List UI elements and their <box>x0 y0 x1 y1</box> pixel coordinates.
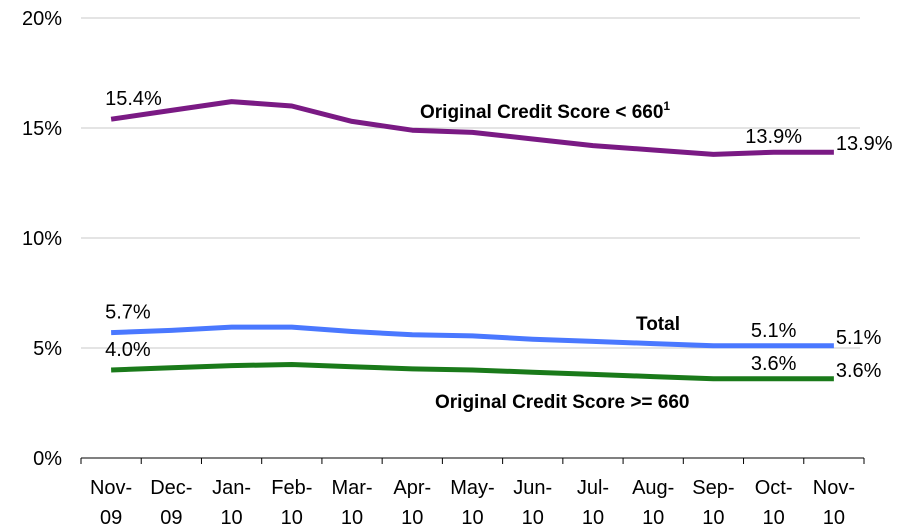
series-label: Original Credit Score >= 660 <box>435 392 690 413</box>
x-tick-label-line: May- <box>450 477 494 499</box>
x-tick-label-line: 10 <box>702 507 724 529</box>
x-tick-label: Oct- 10 <box>755 477 793 529</box>
data-label: 5.1% <box>836 327 882 349</box>
y-tick-label: 5% <box>33 338 62 360</box>
x-tick-label-line: Jul- <box>577 477 609 499</box>
x-tick-label-line: 10 <box>461 507 483 529</box>
x-tick-label-line: 09 <box>160 507 182 529</box>
x-tick-label-line: 10 <box>642 507 664 529</box>
x-tick-label-line: Apr- <box>393 477 431 499</box>
y-tick-label: 15% <box>22 118 62 140</box>
x-tick-label: Nov- 09 <box>90 477 132 529</box>
series-label: Original Credit Score < 6601 <box>420 99 670 123</box>
x-tick-label-line: Jun- <box>513 477 552 499</box>
x-tick-label-line: 09 <box>100 507 122 529</box>
x-tick-label-line: 10 <box>401 507 423 529</box>
x-tick-label-line: Mar- <box>331 477 372 499</box>
x-tick-label: Aug- 10 <box>632 477 674 529</box>
data-label: 5.1% <box>751 320 797 342</box>
x-tick-label-line: 10 <box>763 507 785 529</box>
data-label: 5.7% <box>105 302 151 324</box>
x-tick-label-line: Aug- <box>632 477 674 499</box>
x-tick-label: Jul- 10 <box>577 477 609 529</box>
x-tick-label-line: Jan- <box>212 477 251 499</box>
x-tick-label-line: Feb- <box>271 477 312 499</box>
data-label: 13.9% <box>745 126 802 148</box>
series-label: Total <box>636 314 680 335</box>
data-label: 3.6% <box>751 353 797 375</box>
x-tick-label: Jun- 10 <box>513 477 552 529</box>
x-tick-label-line: Nov- <box>813 477 855 499</box>
x-tick-label: Feb- 10 <box>271 477 312 529</box>
x-tick-label: Nov- 10 <box>813 477 855 529</box>
x-tick-label: May- 10 <box>450 477 494 529</box>
x-tick-label: Apr- 10 <box>393 477 431 529</box>
x-tick-label-line: 10 <box>220 507 242 529</box>
x-tick-label: Sep- 10 <box>692 477 734 529</box>
data-label: 3.6% <box>836 360 882 382</box>
x-tick-label-line: Dec- <box>150 477 192 499</box>
x-tick-label-line: 10 <box>823 507 845 529</box>
x-tick-label: Mar- 10 <box>331 477 372 529</box>
x-tick-label-line: 10 <box>522 507 544 529</box>
y-tick-label: 10% <box>22 228 62 250</box>
series-label-superscript: 1 <box>663 99 670 113</box>
x-tick-label-line: 10 <box>281 507 303 529</box>
x-tick-label-line: Nov- <box>90 477 132 499</box>
x-tick-label-line: 10 <box>341 507 363 529</box>
x-tick-label-line: Oct- <box>755 477 793 499</box>
x-tick-label: Jan- 10 <box>212 477 251 529</box>
x-tick-label-line: Sep- <box>692 477 734 499</box>
x-tick-label: Dec- 09 <box>150 477 192 529</box>
x-tick-label-line: 10 <box>582 507 604 529</box>
series-line <box>111 362 834 382</box>
series-line <box>111 324 834 349</box>
data-label: 4.0% <box>105 339 151 361</box>
y-tick-label: 20% <box>22 8 62 30</box>
data-label: 13.9% <box>836 133 893 155</box>
y-tick-label: 0% <box>33 448 62 470</box>
series-line <box>110 99 834 157</box>
data-label: 15.4% <box>105 88 162 110</box>
